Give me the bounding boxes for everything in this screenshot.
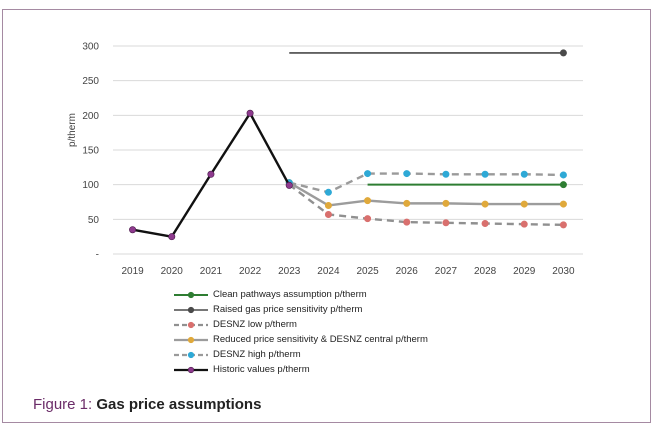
data-point-high: [403, 170, 411, 178]
data-point-historic: [207, 170, 215, 178]
x-tick-label: 2027: [435, 266, 458, 277]
data-point-high: [559, 171, 567, 179]
y-tick-label: 300: [82, 42, 99, 53]
figure-caption: Figure 1: Gas price assumptions: [33, 396, 261, 413]
data-point-reduced: [442, 199, 450, 207]
data-point-low: [324, 210, 332, 218]
y-tick-label: 50: [88, 215, 100, 226]
figure-title: Gas price assumptions: [96, 396, 262, 413]
legend-label-raised: Raised gas price sensitivity p/therm: [213, 304, 363, 315]
data-point-low: [442, 219, 450, 227]
legend-item-historic: Historic values p/therm: [173, 362, 493, 377]
y-tick-label: 100: [82, 180, 99, 191]
legend-swatch-low: [174, 321, 208, 328]
x-tick-label: 2024: [317, 266, 340, 277]
data-point-high: [520, 170, 528, 178]
data-point-reduced: [324, 201, 332, 209]
data-point-clean: [559, 181, 567, 189]
data-point-low: [364, 215, 372, 223]
chart-legend: Clean pathways assumption p/therm Raised …: [173, 287, 493, 377]
legend-swatch-historic: [174, 366, 208, 373]
legend-swatch-clean: [174, 291, 208, 298]
y-tick-label: 150: [82, 146, 99, 157]
x-tick-label: 2022: [239, 266, 262, 277]
y-tick-label: 250: [82, 76, 99, 87]
y-tick-label: 200: [82, 111, 99, 122]
data-point-historic: [129, 226, 137, 234]
legend-item-raised: Raised gas price sensitivity p/therm: [173, 302, 493, 317]
legend-item-reduced: Reduced price sensitivity & DESNZ centra…: [173, 332, 493, 347]
legend-item-clean: Clean pathways assumption p/therm: [173, 287, 493, 302]
legend-swatch-high: [174, 351, 208, 358]
data-point-raised: [559, 49, 567, 57]
data-point-reduced: [481, 200, 489, 208]
data-point-high: [481, 170, 489, 178]
x-tick-label: 2026: [396, 266, 419, 277]
line-chart: - 50 100 150 200 250 300 2019 2020 2021 2022 2023 20…: [67, 42, 583, 277]
x-tick-label: 2023: [278, 266, 301, 277]
data-point-high: [364, 170, 372, 178]
y-axis-title: p/therm: [67, 113, 78, 147]
legend-item-low: DESNZ low p/therm: [173, 317, 493, 332]
data-point-historic: [246, 109, 254, 117]
data-point-reduced: [403, 199, 411, 207]
figure-frame: - 50 100 150 200 250 300 2019 2020 2021 2022 2023 20…: [2, 9, 651, 423]
data-point-low: [403, 218, 411, 226]
x-tick-label: 2019: [121, 266, 144, 277]
data-point-reduced: [520, 200, 528, 208]
x-tick-label: 2029: [513, 266, 536, 277]
x-tick-label: 2028: [474, 266, 497, 277]
legend-label-low: DESNZ low p/therm: [213, 319, 297, 330]
data-point-reduced: [364, 197, 372, 205]
data-point-low: [520, 220, 528, 228]
data-point-low: [559, 221, 567, 229]
legend-swatch-raised: [174, 306, 208, 313]
series-line-high: [288, 172, 564, 194]
figure-label: Figure 1:: [33, 396, 93, 413]
data-point-historic: [285, 181, 293, 189]
series-line-reduced: [288, 181, 564, 207]
x-tick-label: 2020: [161, 266, 184, 277]
legend-swatch-reduced: [174, 336, 208, 343]
data-point-historic: [168, 233, 176, 241]
data-point-high: [442, 170, 450, 178]
data-point-low: [481, 219, 489, 227]
data-point-high: [324, 188, 332, 196]
x-tick-label: 2025: [356, 266, 379, 277]
series-line-low: [288, 183, 564, 227]
legend-label-historic: Historic values p/therm: [213, 364, 310, 375]
data-point-reduced: [559, 200, 567, 208]
legend-label-high: DESNZ high p/therm: [213, 349, 301, 360]
x-tick-label: 2030: [552, 266, 575, 277]
legend-label-clean: Clean pathways assumption p/therm: [213, 289, 367, 300]
y-tick-label: -: [96, 250, 99, 261]
legend-label-reduced: Reduced price sensitivity & DESNZ centra…: [213, 334, 428, 345]
x-tick-label: 2021: [200, 266, 223, 277]
legend-item-high: DESNZ high p/therm: [173, 347, 493, 362]
